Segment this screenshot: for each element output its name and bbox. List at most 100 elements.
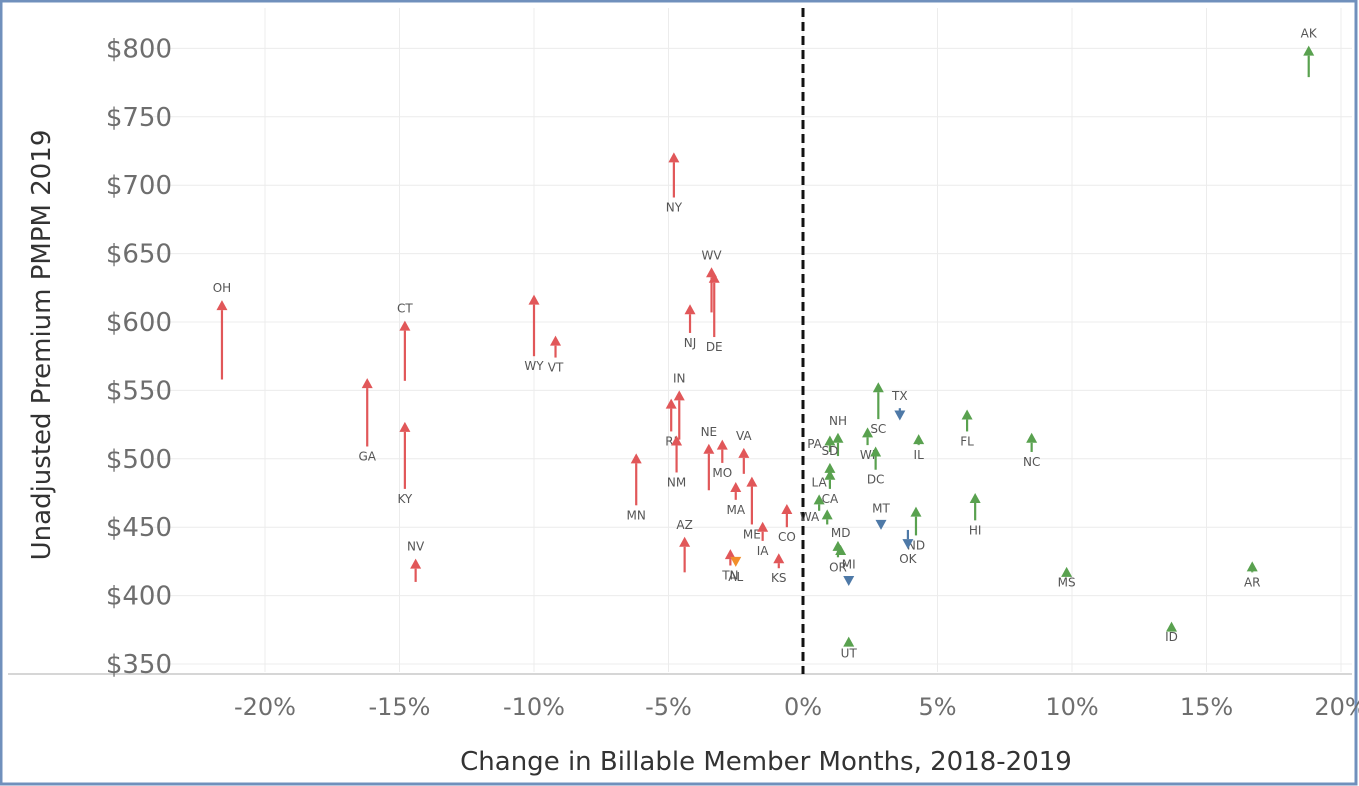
y-tick-label: $350 xyxy=(106,650,172,680)
state-label: MA xyxy=(726,503,745,517)
state-arrow-de: DE xyxy=(706,272,723,354)
state-arrow-mt: MT xyxy=(872,501,891,530)
y-axis-title: Unadjusted Premium PMPM 2019 xyxy=(27,130,57,561)
arrow-head xyxy=(665,398,677,409)
arrow-head xyxy=(730,482,742,493)
state-arrow-ca: CA xyxy=(822,469,839,506)
arrow-head xyxy=(671,435,683,446)
state-label: DC xyxy=(867,473,885,487)
arrow-head xyxy=(773,553,785,564)
state-arrow-mo: MO xyxy=(712,439,732,480)
arrow-head xyxy=(1061,566,1073,577)
x-axis-ticks: -20% -15% -10% -5% 0% 5% 10% 15% 20% xyxy=(234,693,1359,721)
arrow-head xyxy=(630,453,642,464)
arrow-head xyxy=(716,439,728,450)
state-label: NE xyxy=(701,425,718,439)
state-label: AZ xyxy=(676,518,692,532)
y-tick-label: $750 xyxy=(106,103,172,133)
arrow-head xyxy=(1246,561,1258,572)
y-axis-ticks: $350 $400 $450 $500 $550 $600 $650 $700 $750 $800 xyxy=(106,34,172,680)
state-arrow-wi: WI xyxy=(860,427,875,462)
state-label: OR xyxy=(829,560,847,574)
arrow-head xyxy=(862,427,874,438)
state-label: RI xyxy=(665,434,677,448)
state-arrow-fl: FL xyxy=(960,409,974,448)
state-arrow-la: LA xyxy=(812,475,828,511)
state-label: PA xyxy=(807,437,822,451)
x-tick-label: -10% xyxy=(503,693,565,721)
arrow-head xyxy=(724,549,736,560)
state-arrow-nv: NV xyxy=(407,540,425,582)
state-arrow-al: AL xyxy=(728,556,744,584)
arrow-head xyxy=(708,272,720,283)
state-label: IA xyxy=(757,544,770,558)
state-arrow-ri: RI xyxy=(665,398,677,448)
arrow-head xyxy=(703,443,715,454)
arrow-head xyxy=(550,335,562,346)
state-arrow-hi: HI xyxy=(969,493,981,537)
arrow-head xyxy=(875,519,887,530)
state-label: WV xyxy=(702,248,723,262)
state-arrows: OH CT GA KY NV WY VT NY WV DE NJ IN RI NM NE MO VA ME MA MN… xyxy=(213,27,1318,661)
state-arrow-mn: MN xyxy=(627,453,646,522)
arrow-head xyxy=(410,558,422,569)
state-label: NJ xyxy=(684,336,697,350)
state-label: KY xyxy=(397,492,412,506)
arrow-head xyxy=(913,434,925,445)
state-label: OH xyxy=(213,281,231,295)
state-arrow-oh: OH xyxy=(213,281,231,380)
arrow-head xyxy=(528,294,540,305)
y-tick-label: $650 xyxy=(106,240,172,270)
state-label: AR xyxy=(1244,575,1261,589)
arrow-head xyxy=(781,503,793,514)
arrow-head xyxy=(843,576,855,587)
state-label: TN xyxy=(721,569,738,583)
state-label: NY xyxy=(666,201,683,215)
state-arrow-va: VA xyxy=(736,429,752,474)
state-arrow-ok: OK xyxy=(899,529,918,566)
y-tick-label: $550 xyxy=(106,376,172,406)
state-label: TX xyxy=(891,389,908,403)
state-arrow-ne: NE xyxy=(701,425,718,491)
state-label: VA xyxy=(736,429,752,443)
state-arrow-or: OR xyxy=(829,540,847,574)
state-arrow-id: ID xyxy=(1165,621,1178,644)
state-label: WY xyxy=(524,359,544,373)
arrow-head xyxy=(673,390,685,401)
arrow-head xyxy=(746,476,758,487)
state-arrow-nh: NH xyxy=(829,414,847,457)
state-label: SD xyxy=(821,444,838,458)
arrow-head xyxy=(399,421,411,432)
state-arrow-wy: WY xyxy=(524,294,544,373)
arrow-head xyxy=(872,382,884,393)
state-arrow-nm: NM xyxy=(667,435,686,489)
arrow-head xyxy=(1026,432,1038,443)
arrow-head xyxy=(832,540,844,551)
y-tick-label: $500 xyxy=(106,445,172,475)
state-label: OK xyxy=(899,552,917,566)
state-arrow-ia: IA xyxy=(757,521,770,558)
arrow-head xyxy=(730,556,742,567)
state-label: AL xyxy=(728,570,743,584)
state-label: NC xyxy=(1023,455,1040,469)
arrow-head xyxy=(894,410,906,421)
arrow-head xyxy=(1166,621,1178,632)
state-arrow-ut: UT xyxy=(841,636,857,660)
state-label: ID xyxy=(1165,630,1178,644)
state-label: VT xyxy=(548,361,564,375)
state-arrow-sc: SC xyxy=(870,382,886,436)
state-arrow-ms: MS xyxy=(1058,566,1076,589)
state-label: IL xyxy=(914,448,925,462)
arrow-head xyxy=(738,447,750,458)
state-label: MI xyxy=(842,557,856,571)
state-arrow-co: CO xyxy=(778,503,796,544)
state-label: GA xyxy=(358,449,376,463)
state-label: NH xyxy=(829,414,847,428)
state-arrow-az: AZ xyxy=(676,518,693,573)
arrow-head xyxy=(216,300,228,311)
arrow-head xyxy=(813,494,825,505)
state-label: NV xyxy=(407,540,425,554)
state-label: WA xyxy=(800,510,820,524)
arrow-head xyxy=(961,409,973,420)
